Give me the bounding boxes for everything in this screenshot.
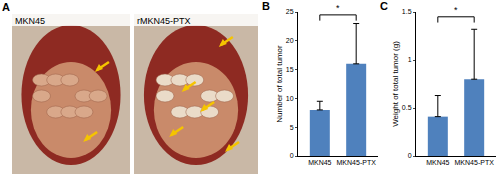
svg-text:25: 25 <box>286 8 294 15</box>
svg-text:15: 15 <box>286 66 294 73</box>
html-text:B: B <box>262 0 270 12</box>
svg-text:rMKN45-PTX: rMKN45-PTX <box>137 16 191 26</box>
svg-text:MKN45-PTX: MKN45-PTX <box>337 159 377 166</box>
svg-text:MKN45: MKN45 <box>308 159 331 166</box>
svg-text:Weight of total tumor (g): Weight of total tumor (g) <box>391 41 400 127</box>
svg-text:MKN45: MKN45 <box>426 159 449 166</box>
svg-text:5: 5 <box>290 124 294 131</box>
svg-text:*: * <box>336 3 340 13</box>
svg-text:1.5: 1.5 <box>402 8 412 15</box>
svg-text:A: A <box>2 1 10 13</box>
svg-text:0.5: 0.5 <box>402 104 412 111</box>
svg-text:*: * <box>454 5 458 15</box>
svg-text:MKN45: MKN45 <box>15 16 45 26</box>
svg-text:1: 1 <box>408 56 412 63</box>
svg-text:0: 0 <box>408 152 412 159</box>
svg-text:Number of total tumor: Number of total tumor <box>275 45 284 123</box>
html-text:C: C <box>380 0 388 12</box>
svg-text:10: 10 <box>286 95 294 102</box>
svg-text:20: 20 <box>286 37 294 44</box>
svg-text:0: 0 <box>290 152 294 159</box>
svg-text:MKN45-PTX: MKN45-PTX <box>455 159 495 166</box>
